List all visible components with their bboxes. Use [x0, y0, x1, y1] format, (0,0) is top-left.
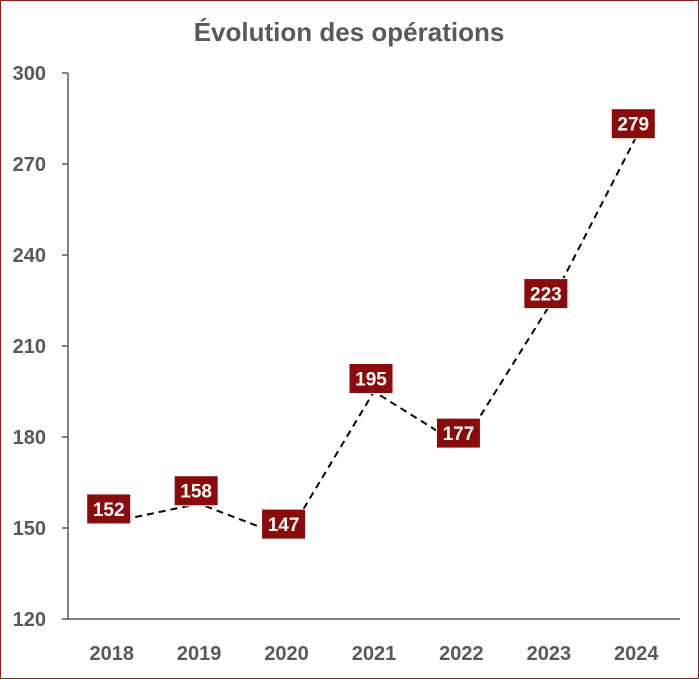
data-label-box — [435, 417, 481, 449]
chart-title: Évolution des opérations — [194, 17, 505, 47]
data-label-box — [610, 108, 656, 140]
axes: 120 150 180 210 240 270 300 2018 2019 2020 2021 202… — [13, 63, 680, 665]
data-label-box — [348, 363, 394, 394]
data-label-box — [173, 475, 219, 507]
data-label: 147 — [261, 508, 307, 540]
x-tick-label: 2022 — [439, 643, 484, 665]
data-label-value: 158 — [180, 482, 212, 503]
data-label-box — [261, 508, 307, 540]
x-tick-label: 2019 — [177, 643, 222, 665]
x-tick-label: 2024 — [614, 643, 659, 665]
x-tick-label: 2018 — [89, 643, 134, 665]
x-tick-label: 2020 — [264, 643, 309, 665]
y-tick-label: 150 — [13, 518, 46, 540]
data-label-value: 223 — [530, 285, 562, 306]
y-tick-label: 300 — [13, 63, 46, 85]
data-label: 279 — [610, 108, 656, 140]
data-label-value: 177 — [443, 424, 475, 445]
data-label-value: 195 — [355, 370, 387, 391]
data-label: 223 — [523, 278, 569, 310]
data-labels-layer: 152 158 147 195 177 223 279 — [86, 108, 656, 540]
y-tick-label: 240 — [13, 245, 46, 267]
data-label-box — [86, 493, 132, 525]
data-label-box — [523, 278, 569, 310]
y-tick-label: 180 — [13, 427, 46, 449]
data-label-value: 152 — [93, 500, 125, 521]
data-label-value: 279 — [617, 115, 649, 136]
data-label-value: 147 — [268, 515, 300, 536]
x-tick-label: 2023 — [527, 643, 572, 665]
y-tick-label: 210 — [13, 336, 46, 358]
data-label: 195 — [348, 363, 394, 394]
data-label: 152 — [86, 493, 132, 525]
y-tick-label: 120 — [13, 609, 46, 631]
y-tick-label: 270 — [13, 154, 46, 176]
data-label: 177 — [435, 417, 481, 449]
data-label: 158 — [173, 475, 219, 507]
x-tick-label: 2021 — [352, 643, 397, 665]
